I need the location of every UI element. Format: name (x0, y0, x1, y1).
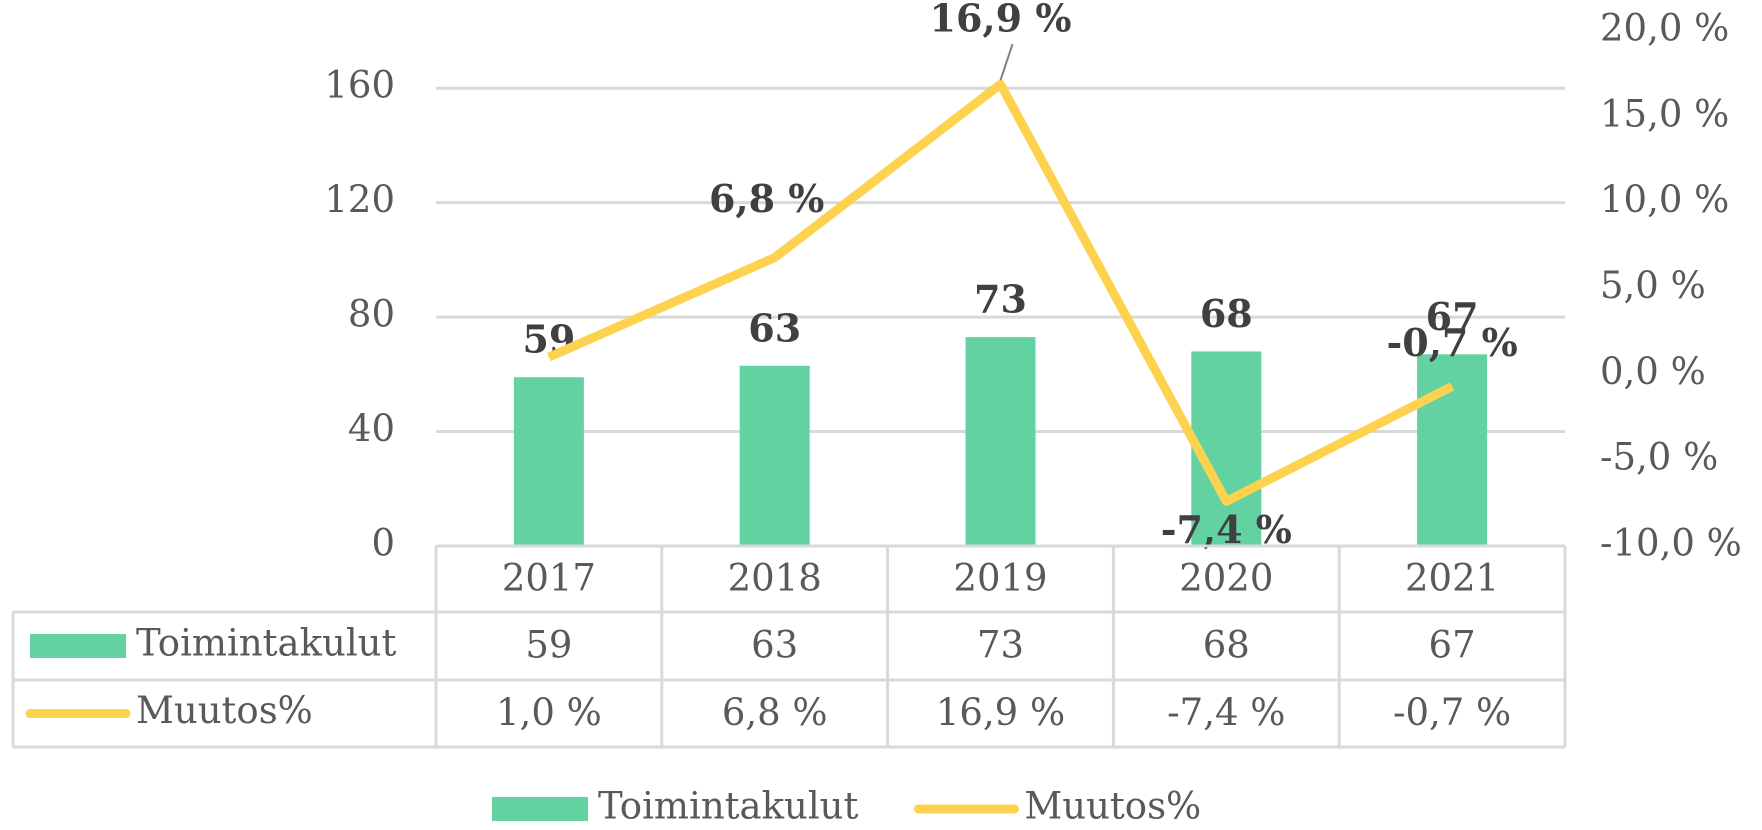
table-cell: -0,7 % (1393, 691, 1511, 734)
legend-key (492, 797, 588, 821)
x-tick-label: 2020 (1179, 557, 1273, 600)
data-label: 16,9 % (930, 0, 1072, 41)
bar (1191, 351, 1262, 546)
bar (1417, 354, 1488, 546)
data-label: 68 (1200, 291, 1253, 336)
y-tick-label: 80 (348, 293, 395, 336)
x-tick-label: 2021 (1405, 557, 1499, 600)
table-cell: 6,8 % (722, 691, 828, 734)
data-label: -0,7 % (1386, 320, 1517, 365)
table-cell: -7,4 % (1167, 691, 1285, 734)
y2-tick-label: 10,0 % (1600, 178, 1729, 221)
table-cell: 67 (1429, 624, 1476, 667)
table-row-header: Toimintakulut (136, 622, 397, 665)
y2-tick-label: -10,0 % (1600, 522, 1742, 565)
bar (965, 337, 1036, 546)
table-row-header: Muutos% (136, 689, 313, 732)
x-tick-label: 2019 (953, 557, 1047, 600)
y-tick-label: 0 (371, 522, 395, 565)
legend-label: Toimintakulut (598, 785, 859, 828)
y2-tick-label: 0,0 % (1600, 350, 1706, 393)
data-label: -7,4 % (1161, 507, 1292, 552)
table-cell: 63 (751, 624, 798, 667)
table-key (30, 634, 126, 658)
data-label: 67 (1426, 294, 1479, 339)
line (547, 79, 1455, 506)
table-cell: 59 (525, 624, 572, 667)
table-cell: 1,0 % (496, 691, 602, 734)
leader-line (999, 43, 1014, 81)
table-cell: 16,9 % (936, 691, 1065, 734)
y-tick-label: 160 (324, 64, 395, 107)
data-label: 6,8 % (709, 176, 824, 221)
y2-tick-label: 15,0 % (1600, 92, 1729, 135)
y-tick-label: 40 (348, 407, 395, 450)
bar (513, 377, 584, 546)
bar (739, 365, 810, 546)
y2-tick-label: 5,0 % (1600, 264, 1706, 307)
data-label: 73 (974, 277, 1027, 322)
y2-tick-label: -5,0 % (1600, 436, 1718, 479)
data-label: 63 (748, 305, 801, 350)
x-tick-label: 2017 (502, 557, 596, 600)
table-cell: 73 (977, 624, 1024, 667)
x-tick-label: 2018 (728, 557, 822, 600)
legend-label: Muutos% (1024, 785, 1201, 828)
y2-tick-label: 20,0 % (1600, 7, 1729, 50)
table-cell: 68 (1203, 624, 1250, 667)
y-tick-label: 120 (324, 178, 395, 221)
